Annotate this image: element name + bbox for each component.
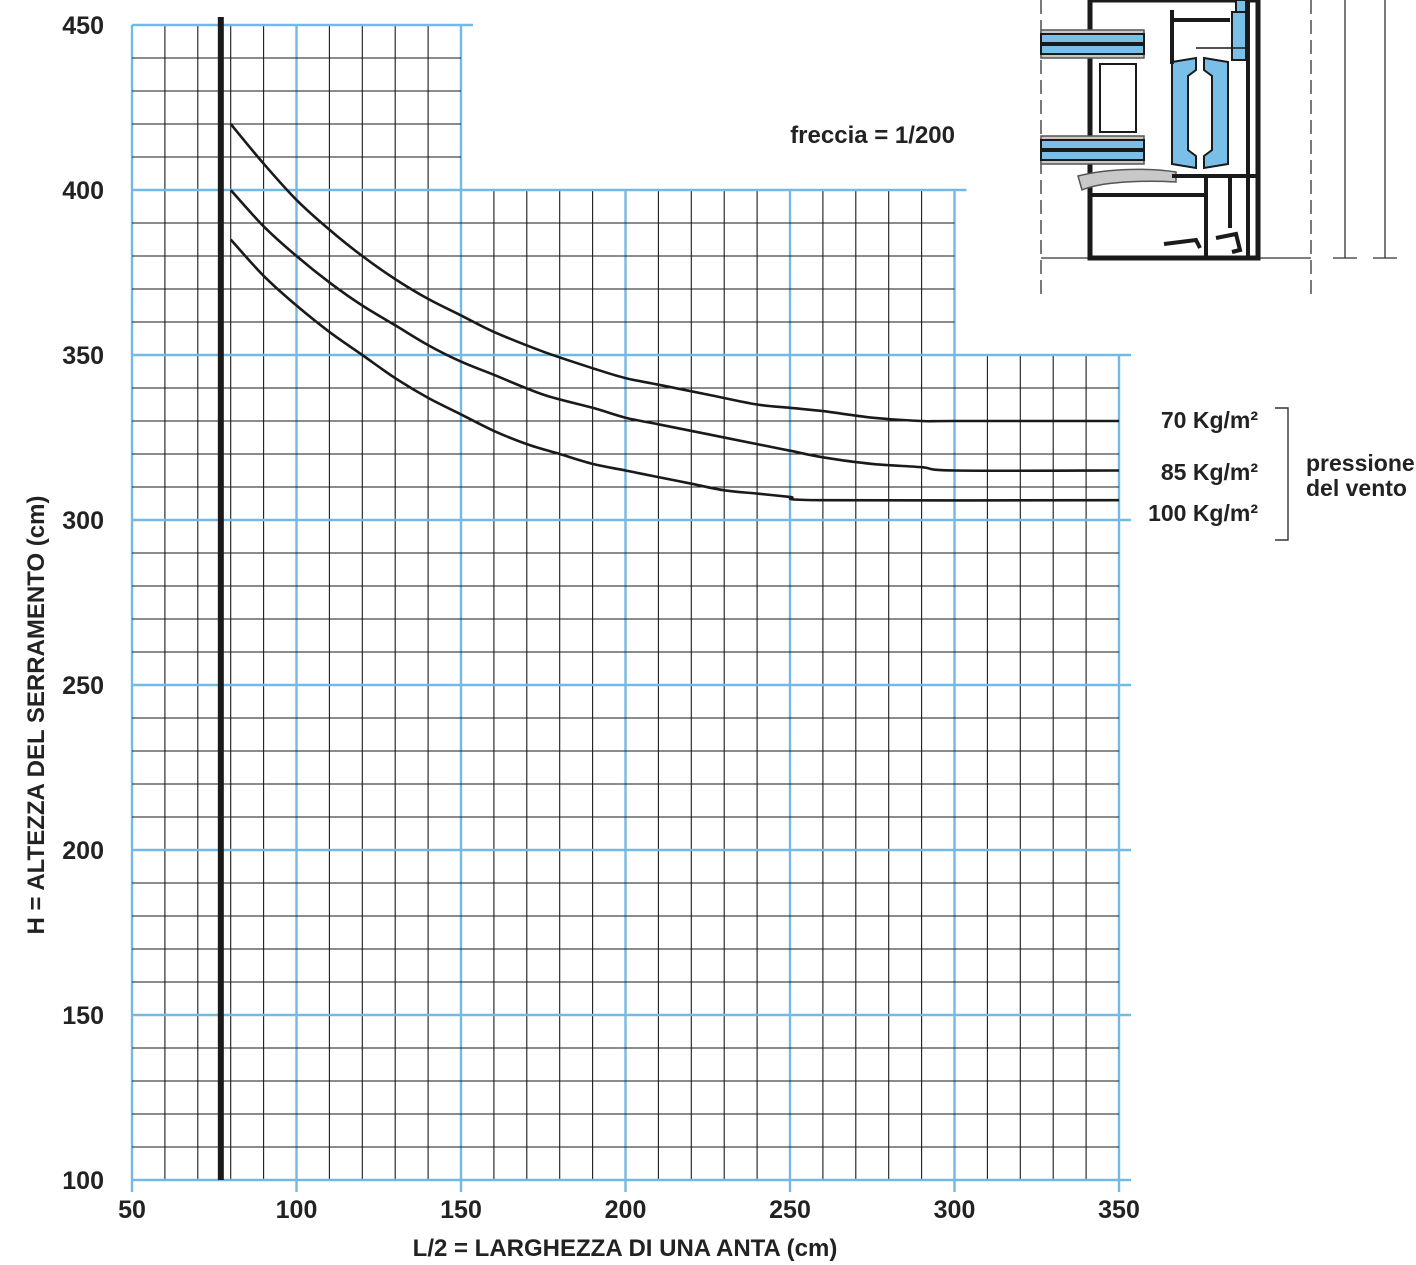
y-tick-label: 100 xyxy=(62,1167,104,1195)
y-tick-label: 350 xyxy=(62,342,104,370)
x-tick-label: 350 xyxy=(1098,1196,1140,1224)
curves xyxy=(229,123,1120,502)
x-tick-label: 250 xyxy=(769,1196,811,1224)
profile-section-drawing xyxy=(1040,0,1397,300)
y-tick-label: 300 xyxy=(62,507,104,535)
series-line-2 xyxy=(229,189,1120,473)
series-labels: 70 Kg/m² 85 Kg/m² 100 Kg/m² xyxy=(1148,407,1258,526)
x-tick-label: 100 xyxy=(276,1196,318,1224)
y-tick-labels: 100 150 200 250 300 350 400 450 xyxy=(62,12,104,1195)
grid xyxy=(130,23,1131,1192)
series-label-1: 70 Kg/m² xyxy=(1161,407,1258,433)
y-axis-label: H = ALTEZZA DEL SERRAMENTO (cm) xyxy=(23,496,50,935)
y-tick-label: 400 xyxy=(62,177,104,205)
y-tick-label: 150 xyxy=(62,1002,104,1030)
x-tick-label: 150 xyxy=(440,1196,482,1224)
series-label-2: 85 Kg/m² xyxy=(1161,459,1258,485)
series-line-1 xyxy=(229,123,1119,423)
y-tick-label: 250 xyxy=(62,672,104,700)
x-tick-label: 300 xyxy=(934,1196,976,1224)
x-tick-labels: 50 100 150 200 250 300 350 xyxy=(118,1196,1140,1224)
legend-bracket xyxy=(1275,407,1289,541)
y-tick-label: 200 xyxy=(62,837,104,865)
series-label-3: 100 Kg/m² xyxy=(1148,500,1258,526)
legend-group-label-1: pressione xyxy=(1306,450,1415,476)
y-tick-label: 450 xyxy=(62,12,104,40)
x-tick-label: 200 xyxy=(605,1196,647,1224)
series-line-3 xyxy=(229,238,1120,502)
annotation-freccia: freccia = 1/200 xyxy=(790,122,955,149)
legend-group-label-2: del vento xyxy=(1306,475,1407,501)
x-axis-label: L/2 = LARGHEZZA DI UNA ANTA (cm) xyxy=(413,1235,838,1262)
x-tick-label: 50 xyxy=(118,1196,146,1224)
